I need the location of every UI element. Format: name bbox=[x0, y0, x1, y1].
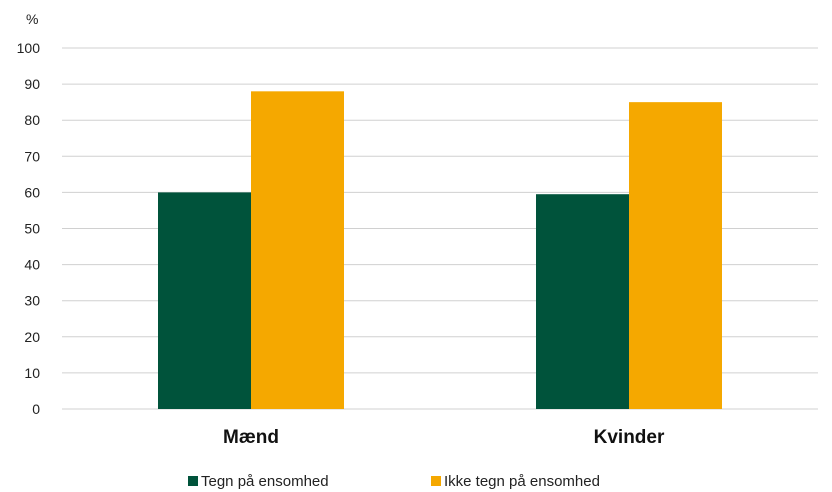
y-tick-label: 50 bbox=[24, 221, 40, 237]
bar bbox=[251, 91, 344, 409]
y-tick-label: 0 bbox=[32, 401, 40, 417]
legend-swatch bbox=[188, 476, 198, 486]
y-tick-label: 60 bbox=[24, 184, 40, 200]
legend-label: Tegn på ensomhed bbox=[201, 473, 329, 490]
x-category-label: Mænd bbox=[223, 427, 279, 448]
bars bbox=[158, 91, 722, 410]
y-tick-label: 20 bbox=[24, 329, 40, 345]
y-tick-label: 100 bbox=[17, 40, 41, 56]
y-tick-label: 10 bbox=[24, 365, 40, 381]
x-axis-categories: Mænd Kvinder bbox=[223, 427, 665, 448]
y-axis-ticks: 0 10 20 30 40 50 60 70 80 90 100 bbox=[17, 40, 41, 417]
y-axis-unit-label: % bbox=[26, 11, 38, 27]
y-tick-label: 70 bbox=[24, 148, 40, 164]
x-category-label: Kvinder bbox=[594, 427, 665, 448]
y-tick-label: 90 bbox=[24, 76, 40, 92]
bar bbox=[629, 102, 722, 410]
bar bbox=[158, 192, 251, 409]
legend-swatch bbox=[431, 476, 441, 486]
legend-label: Ikke tegn på ensomhed bbox=[444, 473, 600, 490]
y-tick-label: 80 bbox=[24, 112, 40, 128]
bar bbox=[536, 194, 629, 409]
y-tick-label: 40 bbox=[24, 257, 40, 273]
legend: Tegn på ensomhed Ikke tegn på ensomhed bbox=[188, 473, 600, 490]
y-tick-label: 30 bbox=[24, 293, 40, 309]
